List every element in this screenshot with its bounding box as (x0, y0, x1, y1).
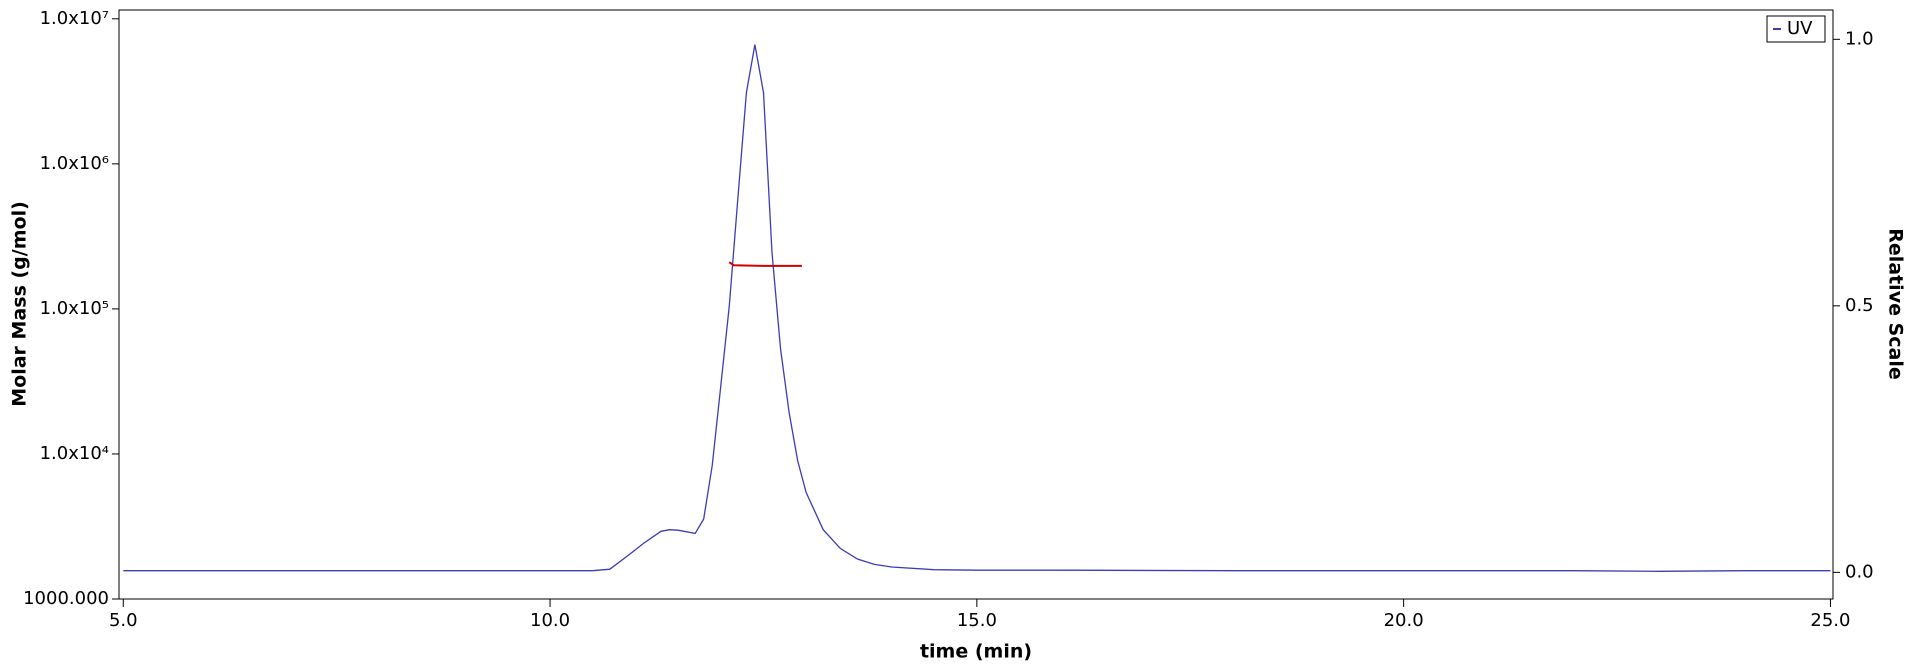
y2-tick-label: 0.0 (1845, 561, 1874, 582)
y2-axis-title: Relative Scale (1885, 228, 1907, 380)
y-tick-label: 1.0x10⁶ (40, 153, 109, 174)
y2-tick-label: 1.0 (1845, 28, 1874, 49)
x-tick-label: 5.0 (109, 610, 138, 631)
y-tick-label: 1.0x10⁵ (40, 298, 109, 319)
x-tick-label: 25.0 (1810, 610, 1850, 631)
series-line (728, 261, 802, 267)
y2-tick-label: 0.5 (1845, 295, 1874, 316)
y-tick-label: 1000.000 (23, 588, 109, 609)
plot-frame (118, 9, 1834, 600)
y-tick-label: 1.0x10⁷ (40, 8, 109, 29)
series-line (123, 44, 1831, 572)
y-axis-title: Molar Mass (g/mol) (9, 201, 31, 407)
x-tick-label: 15.0 (957, 610, 997, 631)
x-tick-label: 20.0 (1384, 610, 1424, 631)
legend-label: UV (1787, 18, 1813, 39)
x-tick-label: 10.0 (530, 610, 570, 631)
y-tick-label: 1.0x10⁴ (40, 443, 109, 464)
x-axis-title: time (min) (920, 641, 1032, 663)
